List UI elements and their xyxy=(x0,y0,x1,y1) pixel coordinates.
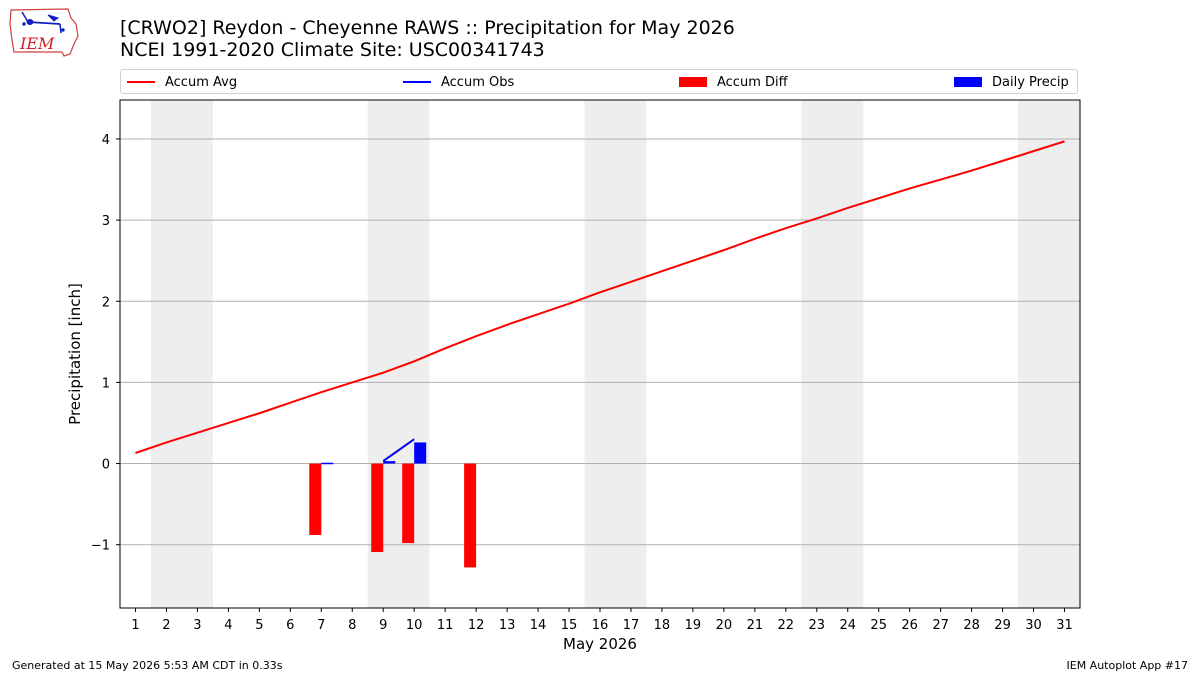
x-tick-label: 1 xyxy=(131,618,139,633)
accum-obs-line xyxy=(382,438,415,462)
x-tick-label: 28 xyxy=(963,618,980,633)
x-tick-label: 30 xyxy=(1025,618,1042,633)
weekend-shade-3 xyxy=(801,100,864,608)
y-tick-label: 1 xyxy=(102,376,110,391)
bars xyxy=(309,442,477,568)
x-tick-label: 17 xyxy=(623,618,640,633)
legend-item-accum-obs: Accum Obs xyxy=(403,73,514,91)
iem-logo: IEM xyxy=(9,8,79,57)
x-tick-label: 6 xyxy=(286,618,294,633)
y-tick-label: 2 xyxy=(102,295,110,310)
x-tick-label: 7 xyxy=(317,618,325,633)
y-tick-label: −1 xyxy=(91,539,110,554)
x-tick-label: 15 xyxy=(561,618,578,633)
y-tick-label: 3 xyxy=(102,214,110,229)
x-tick-label: 25 xyxy=(870,618,887,633)
x-tick-label: 24 xyxy=(839,618,856,633)
x-tick-label: 4 xyxy=(224,618,232,633)
accum-diff-bar xyxy=(464,463,477,568)
legend-swatch-accum-obs xyxy=(403,81,431,83)
accum-diff-bar xyxy=(309,463,322,535)
x-tick-label: 11 xyxy=(437,618,454,633)
generated-timestamp: Generated at 15 May 2026 5:53 AM CDT in … xyxy=(12,659,283,672)
legend-label-accum-diff: Accum Diff xyxy=(717,74,788,90)
x-tick-label: 3 xyxy=(193,618,201,633)
legend-swatch-accum-avg xyxy=(127,81,155,83)
iowa-outline-icon xyxy=(9,8,79,57)
title-line-1: [CRWO2] Reydon - Cheyenne RAWS :: Precip… xyxy=(120,17,735,39)
legend-item-daily-precip: Daily Precip xyxy=(954,73,1069,91)
legend-item-accum-avg: Accum Avg xyxy=(127,73,237,91)
x-tick-label: 2 xyxy=(162,618,170,633)
y-axis-ticks: −1 0 1 2 3 4 xyxy=(91,133,120,554)
weekend-shade-2 xyxy=(584,100,647,608)
legend-swatch-accum-diff xyxy=(679,77,707,87)
y-tick-label: 4 xyxy=(102,133,110,148)
accum-avg-line xyxy=(135,140,1065,454)
title-line-2: NCEI 1991-2020 Climate Site: USC00341743 xyxy=(120,39,545,61)
y-tick-label: 0 xyxy=(102,458,110,473)
y-axis-label: Precipitation [inch] xyxy=(66,283,84,425)
legend-label-daily-precip: Daily Precip xyxy=(992,74,1069,90)
x-axis-label: May 2026 xyxy=(563,635,637,653)
x-tick-label: 13 xyxy=(499,618,516,633)
x-tick-label: 26 xyxy=(901,618,918,633)
weather-station-icon xyxy=(21,11,65,34)
app-label: IEM Autoplot App #17 xyxy=(1066,659,1189,672)
legend-swatch-daily-precip xyxy=(954,77,982,87)
x-tick-label: 22 xyxy=(778,618,795,633)
weekend-shading xyxy=(150,100,1080,608)
lines xyxy=(135,140,1065,462)
x-tick-label: 31 xyxy=(1056,618,1073,633)
x-tick-label: 12 xyxy=(468,618,485,633)
x-tick-label: 20 xyxy=(716,618,733,633)
logo-text: IEM xyxy=(19,34,55,53)
daily-precip-bar xyxy=(383,461,396,464)
legend-item-accum-diff: Accum Diff xyxy=(679,73,788,91)
weekend-shade-4 xyxy=(1018,100,1080,608)
accum-diff-bar xyxy=(402,463,415,544)
x-tick-label: 9 xyxy=(379,618,387,633)
legend-label-accum-avg: Accum Avg xyxy=(165,74,238,90)
x-tick-label: 16 xyxy=(592,618,609,633)
legend: Accum Avg Accum Obs Accum Diff Daily Pre… xyxy=(120,69,1078,94)
daily-precip-bar xyxy=(414,442,427,464)
accum-diff-bar xyxy=(371,463,384,553)
x-tick-label: 5 xyxy=(255,618,263,633)
x-tick-label: 23 xyxy=(809,618,826,633)
x-tick-label: 19 xyxy=(685,618,702,633)
x-tick-label: 21 xyxy=(747,618,764,633)
legend-label-accum-obs: Accum Obs xyxy=(441,74,515,90)
weekend-shade-0 xyxy=(150,100,213,608)
x-tick-label: 10 xyxy=(406,618,423,633)
x-tick-label: 18 xyxy=(654,618,671,633)
y-gridlines xyxy=(120,138,1080,546)
chart-title: [CRWO2] Reydon - Cheyenne RAWS :: Precip… xyxy=(120,17,735,61)
x-axis-ticks: 1 2 3 4 5 6 7 8 9 10 11 12 13 14 15 16 17 18 19 20 21 22 23 24 2… xyxy=(131,608,1073,633)
daily-precip-bar xyxy=(321,462,334,465)
x-tick-label: 29 xyxy=(994,618,1011,633)
x-tick-label: 8 xyxy=(348,618,356,633)
x-tick-label: 27 xyxy=(932,618,949,633)
x-tick-label: 14 xyxy=(530,618,547,633)
